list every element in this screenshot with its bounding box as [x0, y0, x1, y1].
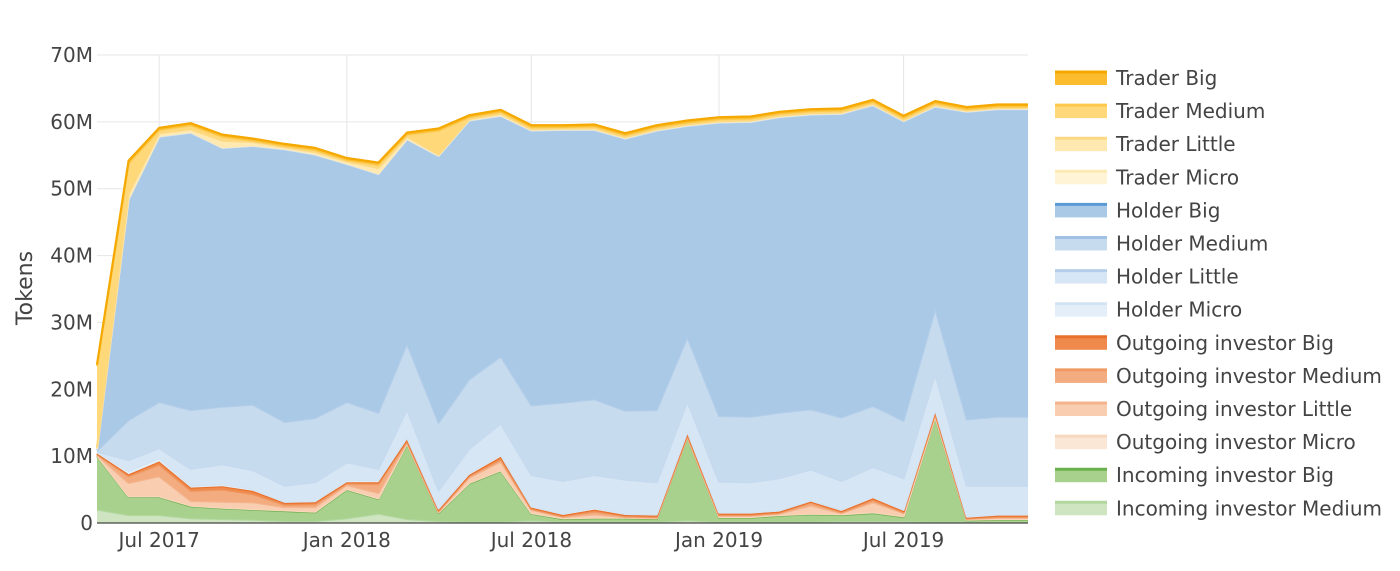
- y-tick-label: 70M: [50, 43, 93, 67]
- x-tick-label: Jan 2018: [301, 528, 391, 552]
- y-tick-label: 60M: [50, 110, 93, 134]
- legend-swatch: [1055, 269, 1107, 284]
- legend-label: Trader Little: [1115, 132, 1236, 156]
- x-tick-label: Jul 2019: [861, 528, 944, 552]
- legend-swatch: [1055, 335, 1107, 350]
- legend-item[interactable]: Holder Big: [1055, 198, 1220, 222]
- legend-item[interactable]: Incoming investor Medium: [1055, 496, 1382, 520]
- legend-label: Outgoing investor Big: [1116, 331, 1334, 355]
- legend-label: Trader Micro: [1115, 165, 1239, 189]
- area-incoming-investor-big: [97, 417, 1028, 522]
- legend-item[interactable]: Outgoing investor Little: [1055, 397, 1352, 421]
- legend-item[interactable]: Outgoing investor Medium: [1055, 364, 1382, 388]
- legend-swatch: [1055, 302, 1107, 317]
- legend-label: Incoming investor Medium: [1116, 496, 1382, 520]
- legend-label: Holder Medium: [1116, 232, 1268, 256]
- legend-swatch: [1055, 170, 1107, 185]
- y-tick-label: 50M: [50, 177, 93, 201]
- legend-swatch: [1055, 402, 1107, 416]
- y-axis-label: Tokens: [13, 251, 38, 326]
- legend-swatch: [1055, 236, 1107, 251]
- y-tick-label: 20M: [50, 377, 93, 401]
- legend-label: Holder Little: [1116, 265, 1239, 289]
- y-axis: 0 10M 20M 30M 40M 50M 60M 70M: [50, 43, 93, 535]
- legend-item[interactable]: Trader Little: [1055, 132, 1236, 156]
- legend-swatch: [1055, 203, 1107, 218]
- legend-label: Holder Big: [1116, 198, 1220, 222]
- legend: Trader Big Trader Medium Trader Little Trad…: [1055, 66, 1382, 520]
- legend-label: Outgoing investor Micro: [1116, 430, 1356, 454]
- legend-item[interactable]: Holder Little: [1055, 265, 1239, 289]
- legend-item[interactable]: Trader Big: [1055, 66, 1217, 90]
- legend-label: Outgoing investor Little: [1116, 397, 1352, 421]
- legend-swatch: [1055, 501, 1107, 516]
- area-incoming-investor-medium: [97, 509, 1028, 523]
- y-tick-label: 40M: [50, 244, 93, 268]
- x-tick-label: Jan 2019: [673, 528, 763, 552]
- area-holder-big: [97, 105, 1028, 451]
- legend-label: Holder Micro: [1116, 298, 1242, 322]
- legend-swatch: [1055, 137, 1107, 152]
- legend-item[interactable]: Incoming investor Big: [1055, 463, 1334, 487]
- legend-label: Trader Medium: [1115, 99, 1265, 123]
- area-holder-little: [97, 373, 1028, 517]
- y-tick-label: 10M: [50, 444, 93, 468]
- y-tick-label: 30M: [50, 310, 93, 334]
- legend-swatch: [1055, 368, 1107, 383]
- legend-swatch: [1055, 71, 1107, 85]
- line-trader-big: [95, 98, 1028, 365]
- area-holder-medium: [97, 309, 1028, 491]
- legend-label: Incoming investor Big: [1116, 463, 1334, 487]
- area-series-group: [95, 98, 1028, 523]
- legend-item[interactable]: Outgoing investor Micro: [1055, 430, 1356, 454]
- x-tick-label: Jul 2018: [489, 528, 572, 552]
- legend-item[interactable]: Holder Micro: [1055, 298, 1242, 322]
- x-tick-label: Jul 2017: [117, 528, 200, 552]
- legend-swatch: [1055, 104, 1107, 119]
- legend-item[interactable]: Holder Medium: [1055, 232, 1268, 256]
- legend-swatch: [1055, 435, 1107, 450]
- legend-item[interactable]: Trader Medium: [1055, 99, 1265, 123]
- legend-label: Outgoing investor Medium: [1116, 364, 1382, 388]
- legend-label: Trader Big: [1115, 66, 1217, 90]
- x-axis: Jul 2017 Jan 2018 Jul 2018 Jan 2019 Jul 2019: [97, 522, 1028, 552]
- y-tick-label: 0: [80, 511, 93, 535]
- legend-item[interactable]: Trader Micro: [1055, 165, 1239, 189]
- legend-item[interactable]: Outgoing investor Big: [1055, 331, 1334, 355]
- legend-swatch: [1055, 468, 1107, 483]
